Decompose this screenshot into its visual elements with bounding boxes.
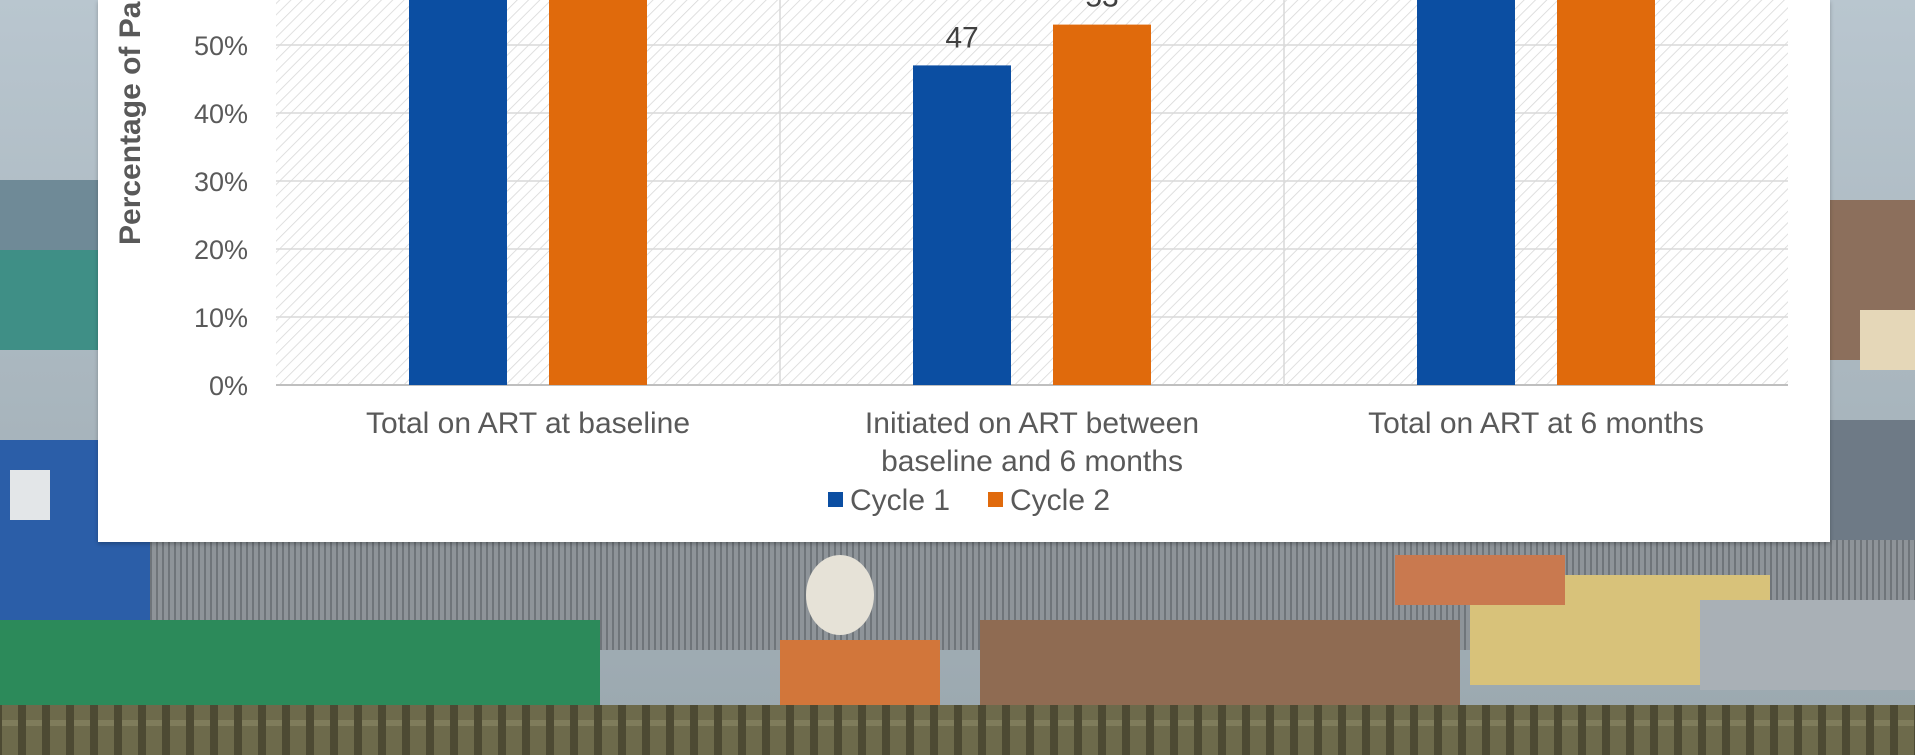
category-label: Initiated on ART between [865, 407, 1199, 440]
bar [1557, 0, 1655, 385]
gridlines [276, 0, 1788, 386]
bar [913, 65, 1011, 386]
legend: Cycle 1 Cycle 2 [828, 484, 1110, 517]
y-tick-label: 20% [194, 235, 248, 265]
plot-area [276, 0, 1788, 385]
data-label: 47 [945, 21, 978, 54]
y-axis-title: Percentage of Pa [114, 1, 147, 245]
y-tick-label: 50% [194, 31, 248, 61]
y-tick-label: 40% [194, 99, 248, 129]
data-label: 53 [1085, 0, 1118, 14]
legend-swatch [988, 492, 1003, 507]
legend-label: Cycle 2 [1010, 484, 1110, 517]
bar [409, 0, 507, 385]
y-tick-label: 30% [194, 167, 248, 197]
category-label: Total on ART at 6 months [1368, 407, 1704, 440]
y-tick-label: 0% [209, 371, 248, 401]
bar-chart: 0% 10% 20% 30% 40% 50% 47 53 Total on ART at b… [114, 0, 1788, 517]
chart-panel: 0% 10% 20% 30% 40% 50% 47 53 Total on ART at b… [98, 0, 1830, 542]
legend-label: Cycle 1 [850, 484, 950, 517]
bars: 47 53 [409, 0, 1655, 386]
x-axis: Total on ART at baseline Initiated on ART… [366, 407, 1704, 478]
legend-item: Cycle 2 [988, 484, 1110, 517]
legend-swatch [828, 492, 843, 507]
y-tick-label: 10% [194, 303, 248, 333]
y-axis: 0% 10% 20% 30% 40% 50% [194, 31, 248, 401]
bar [1417, 0, 1515, 385]
bar [549, 0, 647, 385]
category-label: Total on ART at baseline [366, 407, 690, 440]
legend-item: Cycle 1 [828, 484, 950, 517]
bar [1053, 24, 1151, 385]
category-label: baseline and 6 months [881, 445, 1183, 478]
